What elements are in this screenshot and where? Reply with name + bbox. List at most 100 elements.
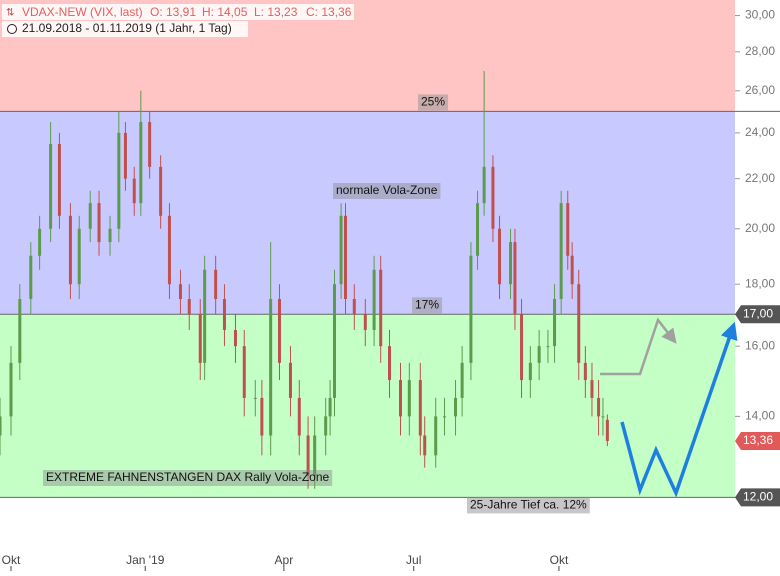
ohlc-label: C: 13,36 [306, 5, 352, 19]
ohlc-label: L: 13,23 [254, 5, 298, 19]
candle-body [324, 416, 328, 436]
candle-body [297, 397, 301, 436]
candle-body [597, 397, 601, 417]
candle-body [123, 132, 127, 179]
x-tick-label: Jan '19 [126, 553, 165, 567]
candle-body [198, 314, 202, 363]
ohlc-label: H: 14,05 [202, 5, 248, 19]
candle-body [423, 435, 427, 456]
candle-body [546, 346, 550, 348]
price-marker [735, 305, 780, 324]
ohlc-label: O: 13,91 [150, 5, 196, 19]
candle-body [117, 132, 121, 229]
y-tick-label: 30,00 [745, 8, 775, 22]
candle-body [537, 346, 541, 363]
candle-body [559, 203, 563, 300]
candle-body [269, 299, 273, 436]
candle-body [313, 435, 317, 476]
level-label: 17% [415, 297, 439, 311]
candle-body [605, 419, 609, 441]
y-tick-label: 14,00 [745, 409, 775, 423]
candles [0, 70, 609, 489]
candle-body [0, 416, 2, 436]
level-label-box [467, 497, 590, 514]
candle-body [38, 228, 42, 256]
candle-body [187, 299, 191, 315]
candle-body [57, 143, 61, 216]
gray-arrow [600, 317, 677, 376]
candle-body [601, 416, 605, 418]
candle-body [352, 299, 356, 315]
candle-body [159, 166, 163, 216]
candle-body [178, 284, 182, 300]
annotation: EXTREME FAHNENSTANGEN DAX Rally Vola-Zon… [46, 470, 330, 484]
candle-body [583, 362, 587, 381]
y-tick-label: 18,00 [745, 276, 775, 290]
candle-body [460, 362, 464, 398]
candle-body [372, 269, 376, 330]
annotation-box [333, 183, 441, 199]
x-tick-label: Jul [406, 553, 421, 567]
candle-body [328, 397, 332, 417]
candle-body [482, 166, 486, 204]
candle-body [388, 346, 392, 381]
x-tick-label: Okt [2, 553, 21, 567]
candle-body [590, 380, 594, 398]
candle-body [443, 416, 447, 418]
candle-body [509, 242, 513, 285]
y-tick-label: 24,00 [745, 125, 775, 139]
candle-body [18, 299, 22, 363]
y-tick-label: 28,00 [745, 44, 775, 58]
price-marker-label: 12,00 [743, 490, 773, 504]
labels: 25% 17% 25-Jahre Tief ca. 12% 30,00 28,00 26,… [2, 8, 780, 571]
y-tick-label: 16,00 [745, 338, 775, 352]
candle-body [379, 269, 383, 347]
annotation: normale Vola-Zone [336, 183, 438, 197]
price-marker [735, 431, 780, 450]
candle-body [288, 362, 292, 398]
header: ⇅ VDAX-NEW (VIX, last) 21.09.2018 - 01.1… [2, 4, 354, 37]
candle-body [306, 435, 310, 476]
price-marker-label: 17,00 [743, 306, 773, 320]
y-tick-label: 26,00 [745, 83, 775, 97]
candle-body [491, 166, 495, 229]
candle-body [132, 178, 136, 204]
candle-body [332, 284, 336, 398]
candle-body [363, 314, 367, 330]
candle-body [260, 397, 264, 436]
drawings [600, 317, 738, 498]
candle-body [513, 242, 517, 315]
candle-body [88, 203, 92, 229]
candle-body [520, 314, 524, 381]
candle-body [233, 329, 237, 347]
candle-body [222, 299, 226, 330]
candle-body [68, 215, 72, 285]
zones [0, 0, 780, 498]
candle-body [343, 215, 347, 300]
candle-body [339, 215, 343, 285]
zone [0, 314, 735, 498]
candle-body [253, 397, 257, 399]
level-label-box [418, 94, 449, 111]
candle-body [167, 215, 171, 285]
candle-body [498, 228, 502, 285]
candle-body [577, 284, 581, 363]
candle-body [418, 380, 422, 436]
y-tick-label: 22,00 [745, 171, 775, 185]
x-tick-label: Okt [550, 553, 569, 567]
candle-body [528, 362, 532, 381]
chart-subtitle: 21.09.2018 - 01.11.2019 (1 Jahr, 1 Tag) [22, 21, 232, 35]
candle-body [553, 299, 557, 347]
candle-body [277, 299, 281, 363]
level-label: 25-Jahre Tief ca. 12% [470, 498, 587, 512]
header-box [2, 4, 354, 20]
candle-body [29, 255, 33, 300]
candle-body [570, 255, 574, 285]
candle-body [108, 228, 112, 243]
zone [0, 111, 735, 315]
level-label: 25% [421, 95, 445, 109]
price-marker-label: 13,36 [743, 433, 773, 447]
candle-body [242, 346, 246, 398]
level-label-box [412, 297, 443, 314]
